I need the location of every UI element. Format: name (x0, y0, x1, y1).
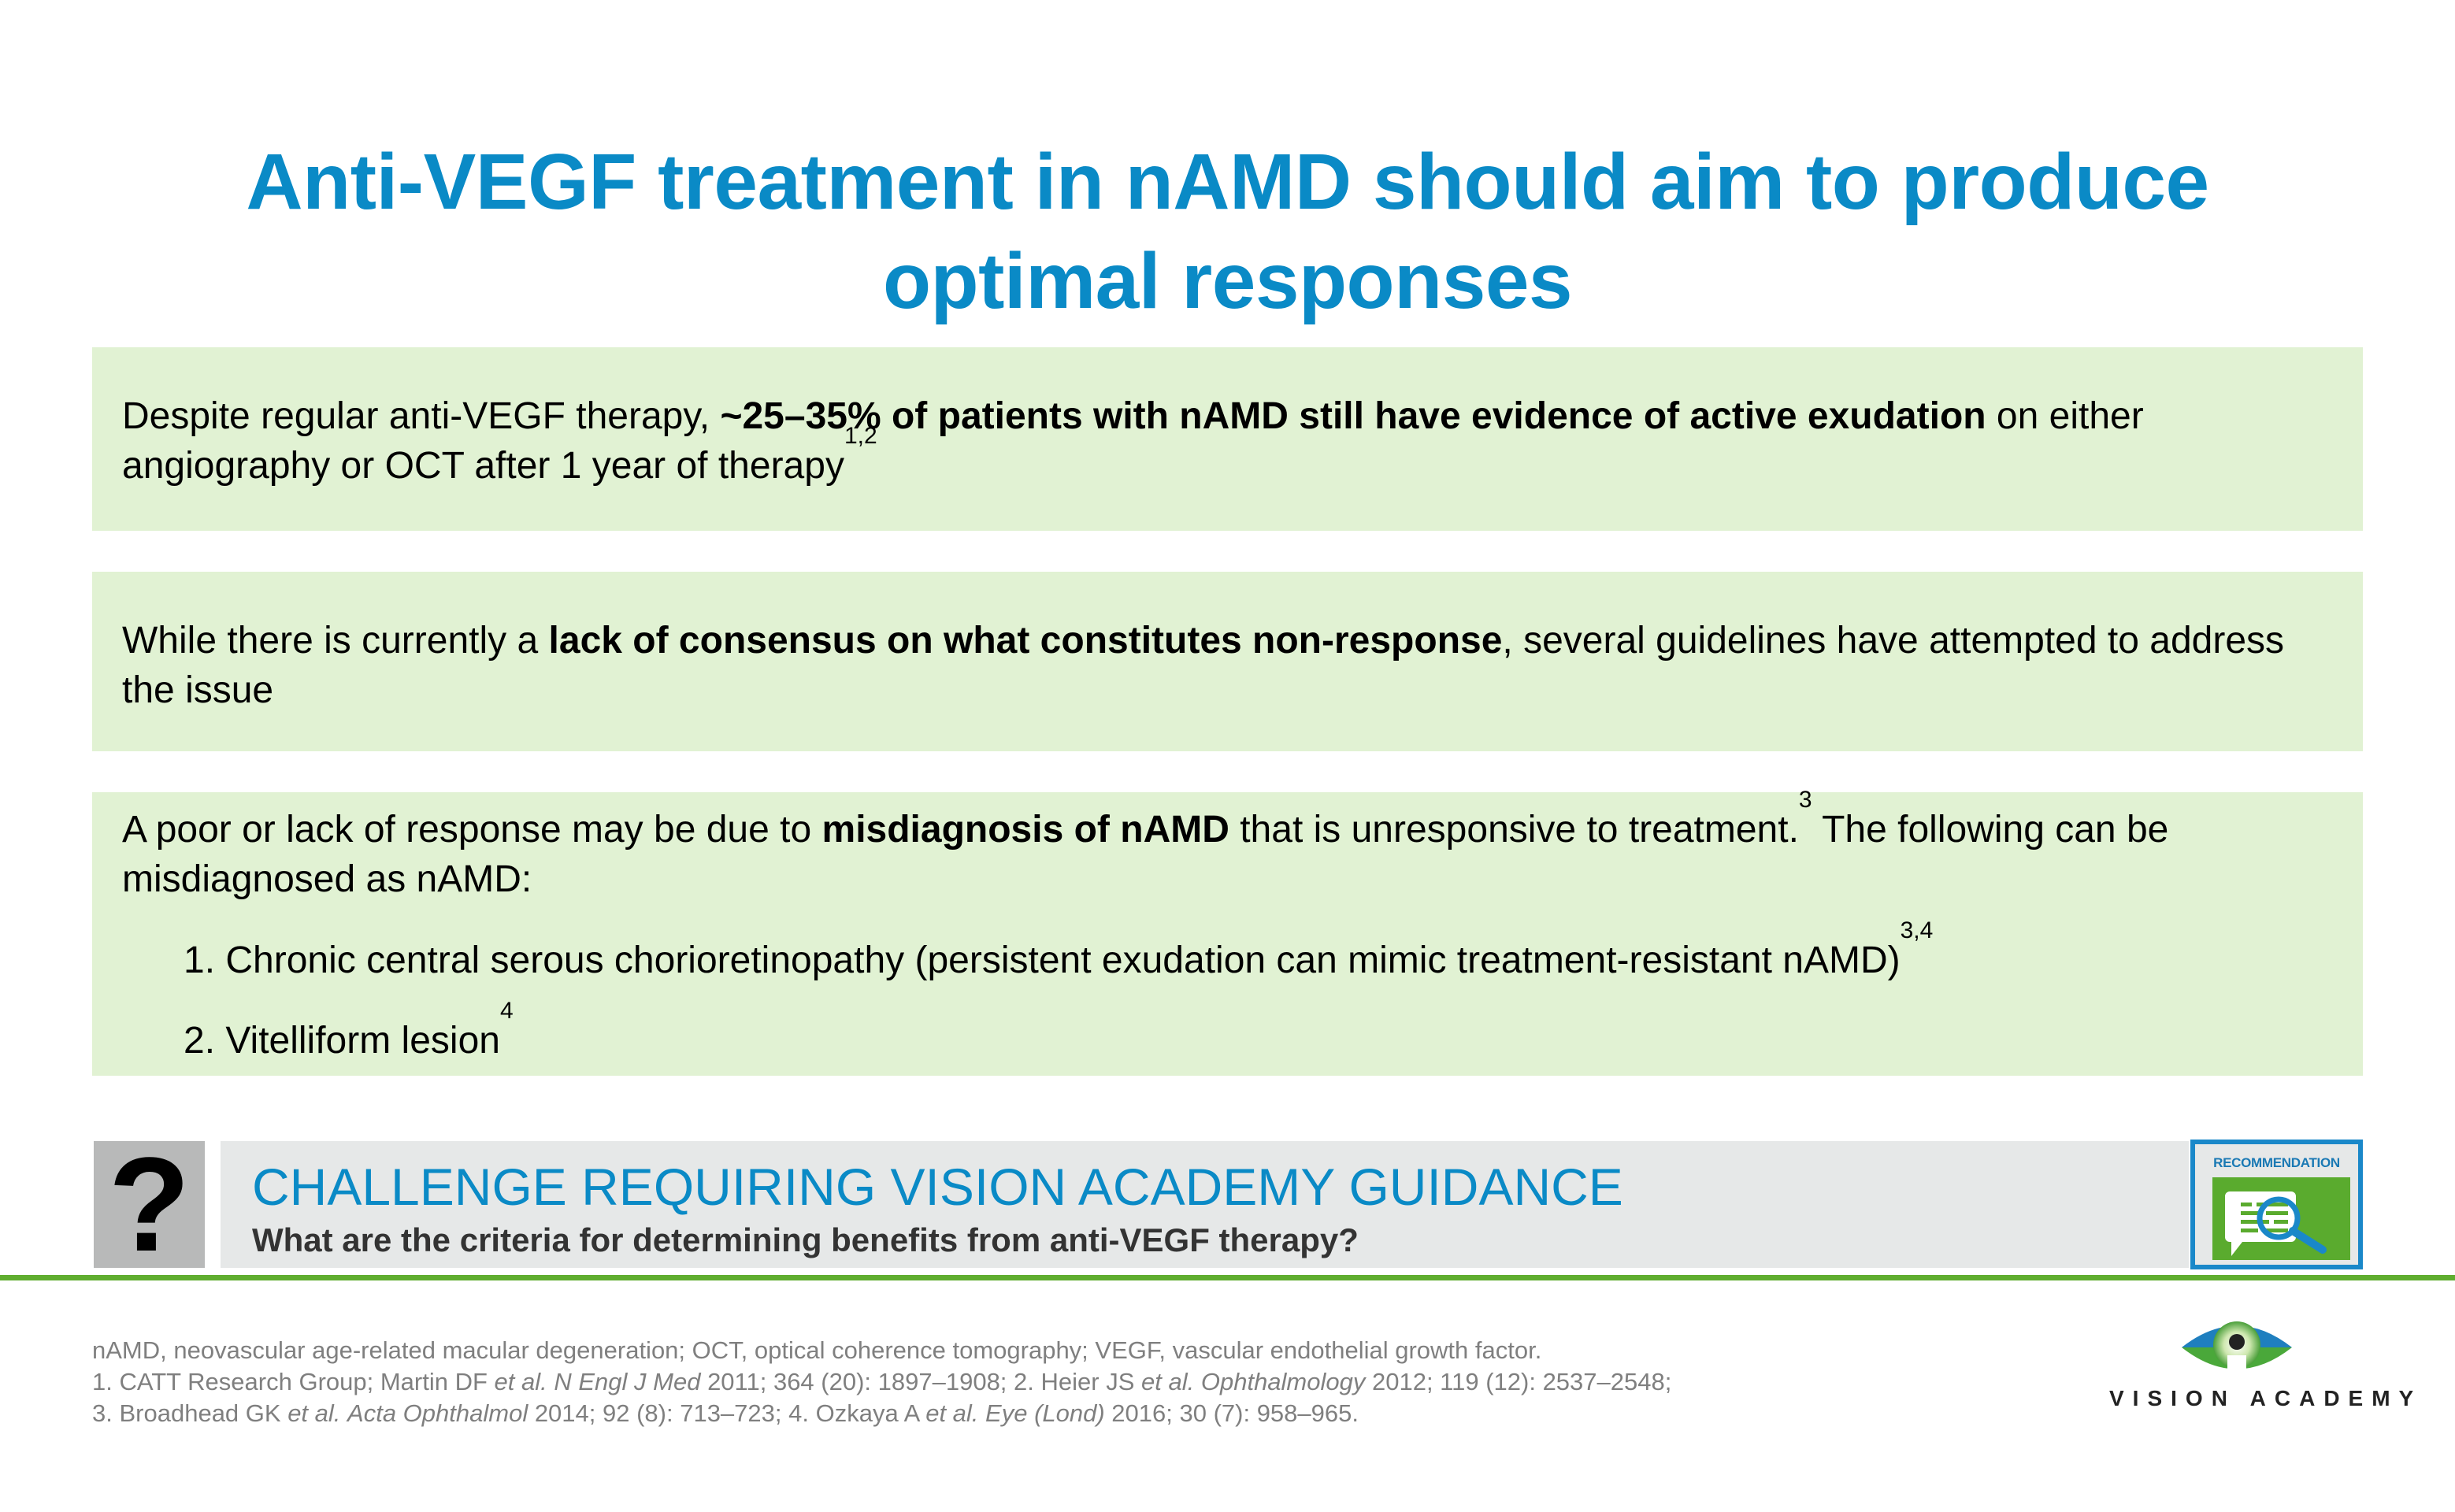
list-item: 1. Chronic central serous chorioretinopa… (122, 919, 2316, 985)
challenge-title: CHALLENGE REQUIRING VISION ACADEMY GUIDA… (252, 1158, 1623, 1216)
ref-journal: N Engl J Med (554, 1368, 701, 1395)
challenge-question: What are the criteria for determining be… (252, 1221, 1359, 1258)
logo-text: VISION ACADEMY (2109, 1386, 2423, 1410)
divider-rule (0, 1275, 2455, 1280)
footnotes: nAMD, neovascular age-related macular de… (92, 1335, 1671, 1429)
ref-details: 2014; 92 (8): 713–723; (528, 1399, 782, 1427)
recommendation-badge: RECOMMENDATION (2190, 1140, 2363, 1269)
slide-title: Anti-VEGF treatment in nAMD should aim t… (0, 132, 2455, 331)
slide-title-line1: Anti-VEGF treatment in nAMD should aim t… (246, 138, 2209, 226)
box-text: The following can be misdiagnosed as nAM… (122, 809, 2169, 900)
ref-journal: Acta Ophthalmol (347, 1399, 528, 1427)
info-box-misdiagnosis: A poor or lack of response may be due to… (92, 788, 2363, 1076)
list-number: 1. (184, 939, 216, 981)
misdiagnosis-intro: A poor or lack of response may be due to… (122, 788, 2316, 904)
ref-number: 4. (788, 1399, 809, 1427)
ref-number: 1. (92, 1368, 113, 1395)
ref-authors: Broadhead GK (119, 1399, 288, 1427)
list-number: 2. (184, 1020, 216, 1062)
info-box-consensus: While there is currently a lack of conse… (92, 572, 2363, 751)
references-line-2: 3. Broadhead GK et al. Acta Ophthalmol 2… (92, 1398, 1671, 1429)
vision-academy-logo: VISION ACADEMY (2109, 1312, 2423, 1410)
citation-superscript: 3 (1798, 787, 1812, 813)
info-box-exudation: Despite regular anti-VEGF therapy, ~25–3… (92, 347, 2363, 531)
citation-superscript: 4 (499, 998, 514, 1024)
list-item: 2. Vitelliform lesion4 (122, 999, 2316, 1065)
box-text: Despite regular anti-VEGF therapy, (122, 395, 721, 437)
box-text: A poor or lack of response may be due to (122, 809, 822, 850)
box-text: While there is currently a (122, 620, 549, 662)
list-text: Vitelliform lesion (225, 1020, 500, 1062)
eye-logo-icon (2182, 1321, 2292, 1379)
ref-details: 2012; 119 (12): 2537–2548; (1365, 1368, 1672, 1395)
ref-authors: CATT Research Group; Martin DF (119, 1368, 495, 1395)
ref-authors: Ozkaya A (815, 1399, 926, 1427)
speech-bubble-magnifier-icon (2212, 1177, 2350, 1260)
recommendation-label: RECOMMENDATION (2213, 1155, 2340, 1170)
ref-etal: et al. (287, 1399, 341, 1427)
box-text-bold: lack of consensus on what constitutes no… (548, 620, 1503, 662)
citation-superscript: 1,2 (844, 423, 877, 449)
abbreviations: nAMD, neovascular age-related macular de… (92, 1336, 1542, 1364)
ref-number: 3. (92, 1399, 113, 1427)
ref-authors: Heier JS (1040, 1368, 1142, 1395)
ref-etal: et al. (1141, 1368, 1195, 1395)
ref-journal: Ophthalmology (1200, 1368, 1366, 1395)
box-text-bold: ~25–35% of patients with nAMD still have… (720, 395, 1986, 437)
box-text-bold: misdiagnosis of nAMD (821, 809, 1229, 850)
ref-number: 2. (1014, 1368, 1034, 1395)
citation-superscript: 3,4 (1900, 917, 1934, 943)
ref-details: 2011; 364 (20): 1897–1908; (700, 1368, 1007, 1395)
question-mark-icon: ? (94, 1138, 205, 1272)
references-line-1: 1. CATT Research Group; Martin DF et al.… (92, 1366, 1671, 1398)
list-text: Chronic central serous chorioretinopathy… (225, 939, 1901, 981)
ref-details: 2016; 30 (7): 958–965. (1104, 1399, 1359, 1427)
box-text: that is unresponsive to treatment. (1229, 809, 1799, 850)
ref-etal: et al. (925, 1399, 979, 1427)
ref-journal: Eye (Lond) (985, 1399, 1105, 1427)
slide-title-line2: optimal responses (882, 237, 1573, 325)
ref-etal: et al. (494, 1368, 547, 1395)
box-text: , several guidelines have attempted to a… (122, 620, 2285, 711)
challenge-banner: CHALLENGE REQUIRING VISION ACADEMY GUIDA… (221, 1141, 2189, 1268)
box-text: on either angiography or OCT after 1 yea… (122, 395, 2144, 487)
misdiagnosis-list: 1. Chronic central serous chorioretinopa… (122, 919, 2316, 1065)
